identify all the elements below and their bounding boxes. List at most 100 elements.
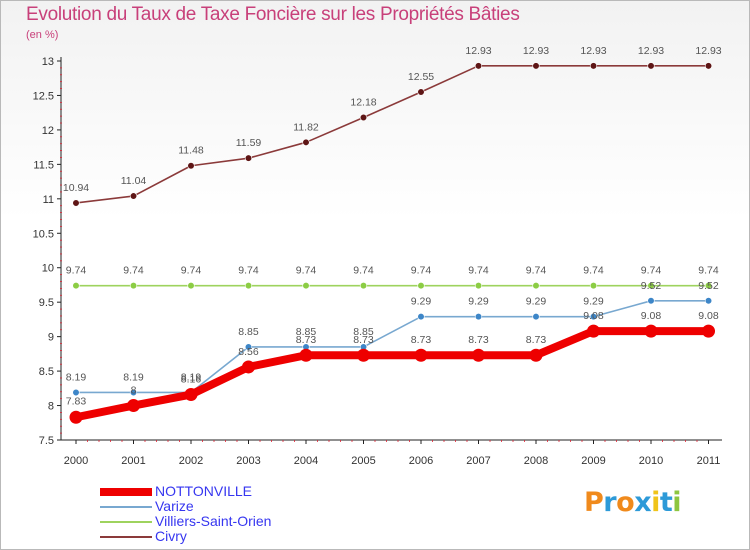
data-label: 11.82 <box>293 121 319 133</box>
data-point <box>589 313 598 321</box>
data-point <box>589 282 598 290</box>
legend-swatch <box>100 505 152 508</box>
data-point <box>127 399 140 413</box>
data-label: 8.73 <box>526 334 547 346</box>
data-point <box>474 282 483 290</box>
legend-swatch <box>100 487 152 496</box>
data-point <box>242 360 255 374</box>
data-point <box>644 324 658 338</box>
data-label: 10.94 <box>63 182 89 194</box>
data-point <box>302 282 310 290</box>
logo-letter: P <box>584 487 604 518</box>
data-label: 9.52 <box>698 280 719 292</box>
data-label: 8.73 <box>296 334 317 346</box>
data-point <box>187 282 195 290</box>
series-line-civry <box>75 65 710 204</box>
data-point <box>417 282 425 290</box>
legend-item: Varize <box>100 499 271 514</box>
legend-label: NOTTONVILLE <box>155 483 252 499</box>
data-label: 12.55 <box>408 71 434 83</box>
data-point <box>417 88 425 96</box>
chart-title: Evolution du Taux de Taxe Foncière sur l… <box>26 4 520 25</box>
data-point <box>532 282 540 290</box>
data-point <box>702 324 715 338</box>
logo-letter: t <box>659 487 673 518</box>
data-point <box>72 282 80 290</box>
data-point <box>302 138 310 146</box>
data-point <box>129 282 138 290</box>
logo-letter: o <box>616 487 635 518</box>
data-point <box>472 348 485 362</box>
y-tick-label: 10.5 <box>33 228 54 240</box>
legend-item: NOTTONVILLE <box>100 484 271 499</box>
data-label: 11.59 <box>236 137 262 149</box>
data-point <box>72 199 80 207</box>
y-tick-label: 12 <box>42 125 54 137</box>
data-point <box>414 348 428 362</box>
data-point <box>587 324 600 338</box>
logo-letter: r <box>603 487 617 518</box>
data-point <box>529 348 543 362</box>
data-label: 9.29 <box>583 296 604 308</box>
y-tick-label: 11 <box>43 194 54 206</box>
legend: NOTTONVILLE Varize Villiers-Saint-Orien Civ… <box>100 484 271 544</box>
data-point <box>187 162 195 170</box>
data-point <box>299 348 313 362</box>
y-tick-label: 7.5 <box>39 435 54 447</box>
data-point <box>589 62 598 70</box>
data-label: 9.08 <box>698 310 719 322</box>
data-label: 7.83 <box>66 395 87 407</box>
data-point <box>244 154 253 162</box>
data-label: 8.73 <box>353 334 374 346</box>
data-label: 12.93 <box>638 45 664 57</box>
data-label: 8.73 <box>411 334 432 346</box>
data-point <box>69 410 83 424</box>
data-label: 9.52 <box>641 280 662 292</box>
data-point <box>532 62 540 70</box>
data-label: 9.08 <box>583 310 604 322</box>
data-label: 9.74 <box>526 265 547 277</box>
data-point <box>359 282 368 290</box>
data-label: 9.74 <box>123 265 144 277</box>
data-point <box>184 388 198 402</box>
data-label: 9.29 <box>526 296 547 308</box>
data-label: 12.93 <box>465 45 491 57</box>
data-point <box>129 192 138 200</box>
legend-item: Civry <box>100 529 271 544</box>
data-label: 11.48 <box>178 145 204 157</box>
data-point <box>647 282 655 290</box>
data-point <box>647 62 655 70</box>
data-label: 8.19 <box>66 371 87 383</box>
data-label: 12.18 <box>350 97 376 109</box>
data-label: 8.85 <box>296 326 317 338</box>
data-label: 11.04 <box>121 175 147 187</box>
logo-letter: i <box>651 487 660 518</box>
y-tick-label: 13 <box>42 56 54 68</box>
data-label: 9.08 <box>641 310 662 322</box>
y-tick-label: 12.5 <box>33 90 54 102</box>
x-tick-label: 2009 <box>581 455 605 467</box>
x-tick-label: 2007 <box>466 455 490 467</box>
data-point <box>704 297 713 305</box>
data-label: 8.85 <box>238 326 259 338</box>
x-tick-label: 2006 <box>409 455 433 467</box>
data-label: 9.74 <box>583 265 604 277</box>
data-point <box>474 62 483 70</box>
data-point <box>647 297 655 305</box>
legend-swatch <box>100 520 152 523</box>
x-tick-label: 2005 <box>351 455 375 467</box>
data-label: 9.74 <box>238 265 259 277</box>
data-point <box>474 313 483 321</box>
data-point <box>244 282 253 290</box>
data-point <box>244 343 253 351</box>
logo-letter: i <box>672 487 682 518</box>
data-point <box>417 313 425 321</box>
data-label: 9.74 <box>181 265 202 277</box>
data-point <box>704 62 713 70</box>
data-label: 12.93 <box>695 45 721 57</box>
legend-swatch <box>100 535 152 538</box>
legend-item: Villiers-Saint-Orien <box>100 514 271 529</box>
data-point <box>129 388 138 397</box>
data-point <box>72 388 80 397</box>
y-tick-label: 11.5 <box>33 159 54 171</box>
